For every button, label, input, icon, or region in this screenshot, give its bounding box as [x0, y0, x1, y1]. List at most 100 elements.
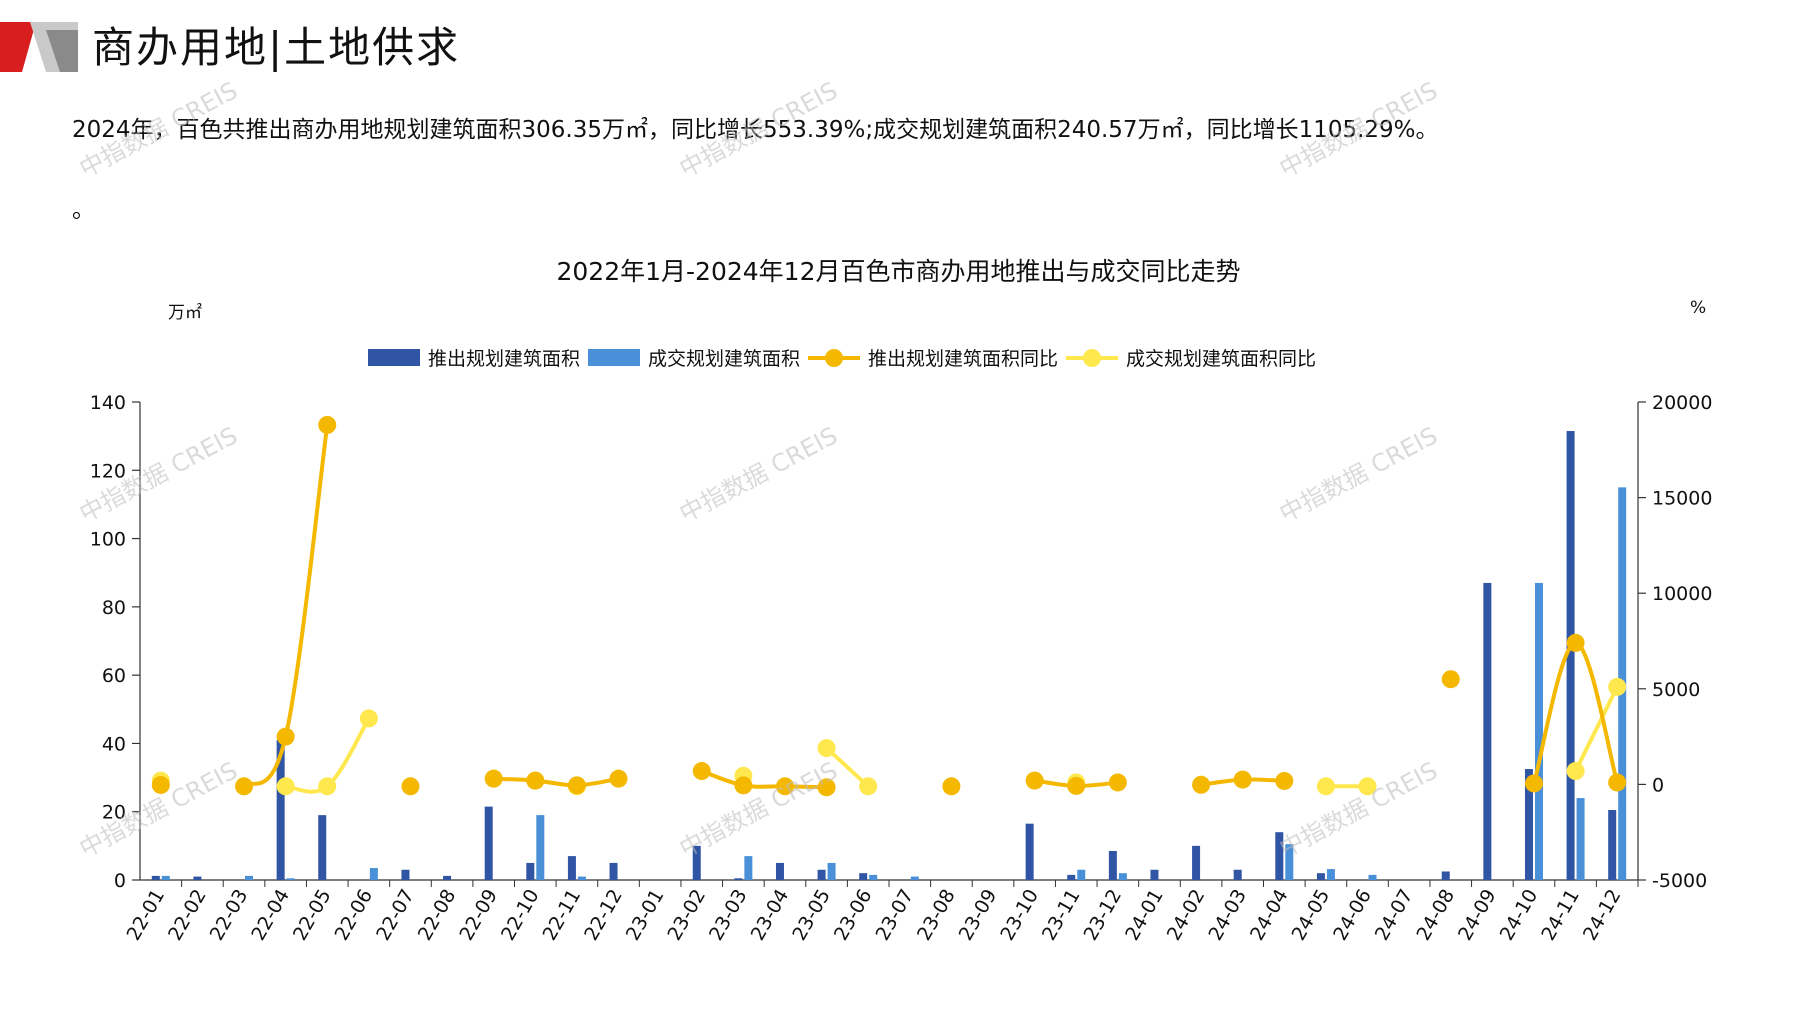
- x-tick-label: 24-12: [1579, 886, 1626, 945]
- supply-yoy-point: [1566, 633, 1585, 652]
- supply-yoy-point: [151, 775, 170, 794]
- bar-supply-area: [1233, 869, 1242, 880]
- bar-supply-area: [526, 862, 535, 880]
- x-tick-label: 24-08: [1412, 886, 1459, 945]
- deal-yoy-point: [1608, 677, 1627, 696]
- supply-yoy-point: [567, 776, 586, 795]
- chart-title: 2022年1月-2024年12月百色市商办用地推出与成交同比走势: [556, 257, 1241, 286]
- bar-deal-area: [536, 815, 545, 880]
- x-tick-label: 24-04: [1246, 886, 1293, 945]
- supply-yoy-point: [609, 769, 628, 788]
- supply-yoy-point: [1608, 773, 1627, 792]
- x-tick-label: 22-12: [580, 886, 627, 945]
- supply-yoy-point: [1067, 776, 1086, 795]
- bar-supply-area: [1566, 431, 1575, 880]
- right-axis-unit: %: [1690, 298, 1707, 318]
- x-tick-label: 22-02: [164, 886, 211, 945]
- deal-yoy-point: [1358, 777, 1377, 796]
- summary-text: 2024年，百色共推出商办用地规划建筑面积306.35万㎡，同比增长553.39…: [72, 117, 1439, 143]
- left-tick-label: 20: [102, 802, 126, 824]
- x-tick-label: 23-12: [1080, 886, 1127, 945]
- bar-supply-area: [1275, 832, 1284, 880]
- x-tick-label: 22-06: [331, 886, 378, 945]
- legend-item-supply-yoy: 推出规划建筑面积同比: [808, 344, 1058, 371]
- bar-deal-area: [1118, 873, 1127, 880]
- deal-yoy-point: [359, 709, 378, 728]
- supply-yoy-point: [484, 769, 503, 788]
- summary-text-tail: 。: [72, 197, 95, 223]
- supply-yoy-point: [734, 776, 753, 795]
- supply-yoy-point: [692, 762, 711, 781]
- x-tick-label: 23-08: [913, 886, 960, 945]
- supply-yoy-line: [701, 769, 827, 790]
- supply-yoy-point: [1524, 774, 1543, 793]
- supply-yoy-point: [942, 777, 961, 796]
- right-tick-label: 10000: [1652, 583, 1712, 605]
- header-decoration-icon: [0, 22, 78, 72]
- legend-label: 推出规划建筑面积同比: [868, 348, 1059, 370]
- x-tick-label: 22-03: [206, 886, 253, 945]
- bar-supply-area: [1483, 582, 1492, 880]
- x-tick-label: 24-09: [1454, 886, 1501, 945]
- x-tick-label: 23-02: [663, 886, 710, 945]
- left-tick-label: 0: [114, 870, 126, 892]
- chart-legend: 推出规划建筑面积 成交规划建筑面积 推出规划建筑面积同比 成交规划建筑面积同比: [368, 344, 1324, 371]
- supply-yoy-point: [1233, 770, 1252, 789]
- page-title: 商办用地|土地供求: [92, 23, 461, 72]
- legend-label: 成交规划建筑面积: [648, 348, 801, 370]
- bar-supply-area: [817, 869, 826, 880]
- x-tick-label: 22-09: [455, 886, 502, 945]
- supply-yoy-point: [276, 727, 295, 746]
- x-tick-label: 22-08: [414, 886, 461, 945]
- bar-deal-area: [245, 875, 254, 880]
- bar-supply-area: [193, 876, 202, 880]
- deal-yoy-point: [1566, 762, 1585, 781]
- x-tick-label: 24-10: [1496, 886, 1543, 945]
- bar-supply-area: [1025, 823, 1034, 880]
- legend-item-deal-yoy: 成交规划建筑面积同比: [1066, 344, 1316, 371]
- supply-yoy-point: [401, 777, 420, 796]
- legend-label: 推出规划建筑面积: [428, 348, 581, 370]
- left-axis-unit: 万㎡: [168, 303, 202, 323]
- bar-supply-area: [567, 856, 576, 880]
- legend-swatch-deal-yoy: [1066, 348, 1119, 367]
- bar-supply-area: [859, 873, 868, 880]
- bar-supply-area: [1441, 871, 1450, 880]
- bar-supply-area: [443, 875, 452, 880]
- x-tick-label: 23-05: [788, 886, 835, 945]
- deal-yoy-point: [817, 739, 836, 758]
- x-tick-label: 24-02: [1163, 886, 1210, 945]
- supply-yoy-point: [775, 777, 794, 796]
- left-tick-label: 40: [102, 733, 126, 755]
- deal-yoy-point: [276, 777, 295, 796]
- x-tick-label: 22-10: [497, 886, 544, 945]
- bar-deal-area: [1576, 798, 1585, 880]
- bar-supply-area: [692, 845, 701, 880]
- bar-supply-area: [1524, 769, 1533, 880]
- x-tick-label: 22-05: [289, 886, 336, 945]
- supply-yoy-line: [242, 424, 330, 788]
- x-tick-label: 22-11: [539, 886, 586, 945]
- supply-yoy-point: [526, 771, 545, 790]
- bar-deal-area: [1368, 874, 1377, 880]
- bar-deal-area: [577, 876, 586, 880]
- supply-yoy-point: [817, 778, 836, 797]
- bar-deal-area: [1285, 844, 1294, 880]
- x-tick-label: 23-01: [622, 886, 669, 945]
- right-tick-label: 15000: [1652, 488, 1712, 510]
- supply-yoy-point: [1275, 771, 1294, 790]
- bar-supply-area: [1192, 845, 1201, 880]
- bar-deal-area: [161, 875, 170, 880]
- bar-deal-area: [910, 876, 919, 880]
- supply-yoy-line: [493, 776, 619, 788]
- right-tick-label: 20000: [1652, 392, 1712, 414]
- supply-yoy-point: [1192, 775, 1211, 794]
- bar-deal-area: [827, 862, 836, 880]
- left-tick-label: 140: [90, 392, 126, 414]
- bar-supply-area: [609, 862, 618, 880]
- bar-supply-area: [1316, 873, 1325, 880]
- legend-label: 成交规划建筑面积同比: [1126, 348, 1317, 370]
- x-tick-label: 22-07: [372, 886, 419, 945]
- deal-yoy-point: [859, 777, 878, 796]
